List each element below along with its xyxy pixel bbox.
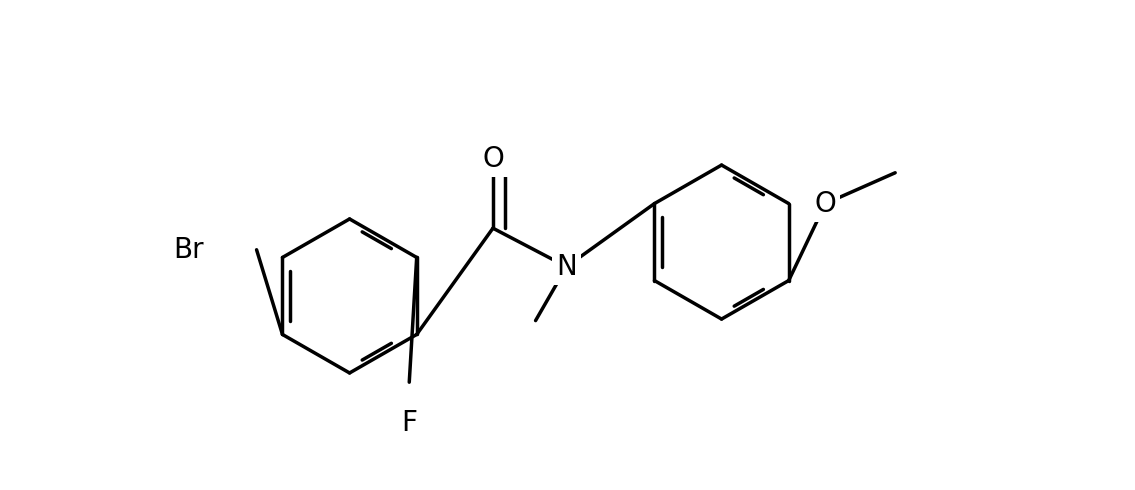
- Text: F: F: [402, 409, 418, 437]
- Text: O: O: [482, 145, 504, 173]
- Text: Br: Br: [174, 236, 204, 264]
- Text: O: O: [815, 190, 836, 218]
- Text: N: N: [556, 253, 577, 281]
